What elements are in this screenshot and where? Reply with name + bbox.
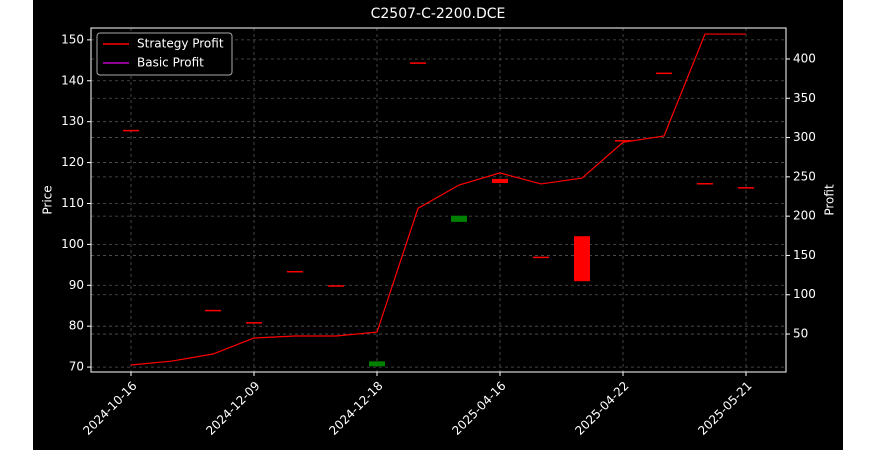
y2-tick-label: 50 [793, 327, 808, 341]
legend-label: Basic Profit [137, 56, 204, 70]
y2-tick-label: 300 [793, 130, 816, 144]
legend-label: Strategy Profit [137, 37, 224, 51]
candle-body [656, 72, 672, 75]
y-tick-label: 130 [61, 114, 84, 128]
y2-tick-label: 400 [793, 51, 816, 65]
y-axis-label: Price [41, 185, 55, 214]
candle-body [287, 270, 303, 273]
y-tick-label: 150 [61, 32, 84, 46]
y-tick-label: 100 [61, 237, 84, 251]
y2-tick-label: 350 [793, 91, 816, 105]
candle-body [574, 236, 590, 282]
candle-body [615, 140, 631, 142]
candle-body [492, 178, 508, 184]
candle-body [410, 62, 426, 64]
y-tick-label: 70 [69, 360, 84, 374]
plot-frame [90, 27, 787, 373]
legend-box [96, 32, 233, 76]
y-tick-label: 120 [61, 155, 84, 169]
candle-body [738, 187, 754, 189]
candle-body [123, 129, 139, 132]
chart-title: C2507-C-2200.DCE [371, 6, 506, 22]
candle-body [246, 322, 262, 324]
y2-axis-label: Profit [823, 184, 837, 216]
candle-body [451, 215, 467, 222]
y-tick-label: 140 [61, 73, 84, 87]
candle-body [205, 309, 221, 312]
y2-tick-label: 250 [793, 169, 816, 183]
y-tick-label: 110 [61, 196, 84, 210]
y2-tick-label: 200 [793, 209, 816, 223]
candle-body [369, 361, 385, 367]
y2-tick-label: 100 [793, 287, 816, 301]
profit-line [130, 33, 746, 366]
candle-body [328, 285, 344, 287]
y-tick-label: 80 [69, 319, 84, 333]
y2-tick-label: 150 [793, 248, 816, 262]
candle-body [697, 183, 713, 185]
candle-body [533, 256, 549, 259]
y-tick-label: 90 [69, 278, 84, 292]
